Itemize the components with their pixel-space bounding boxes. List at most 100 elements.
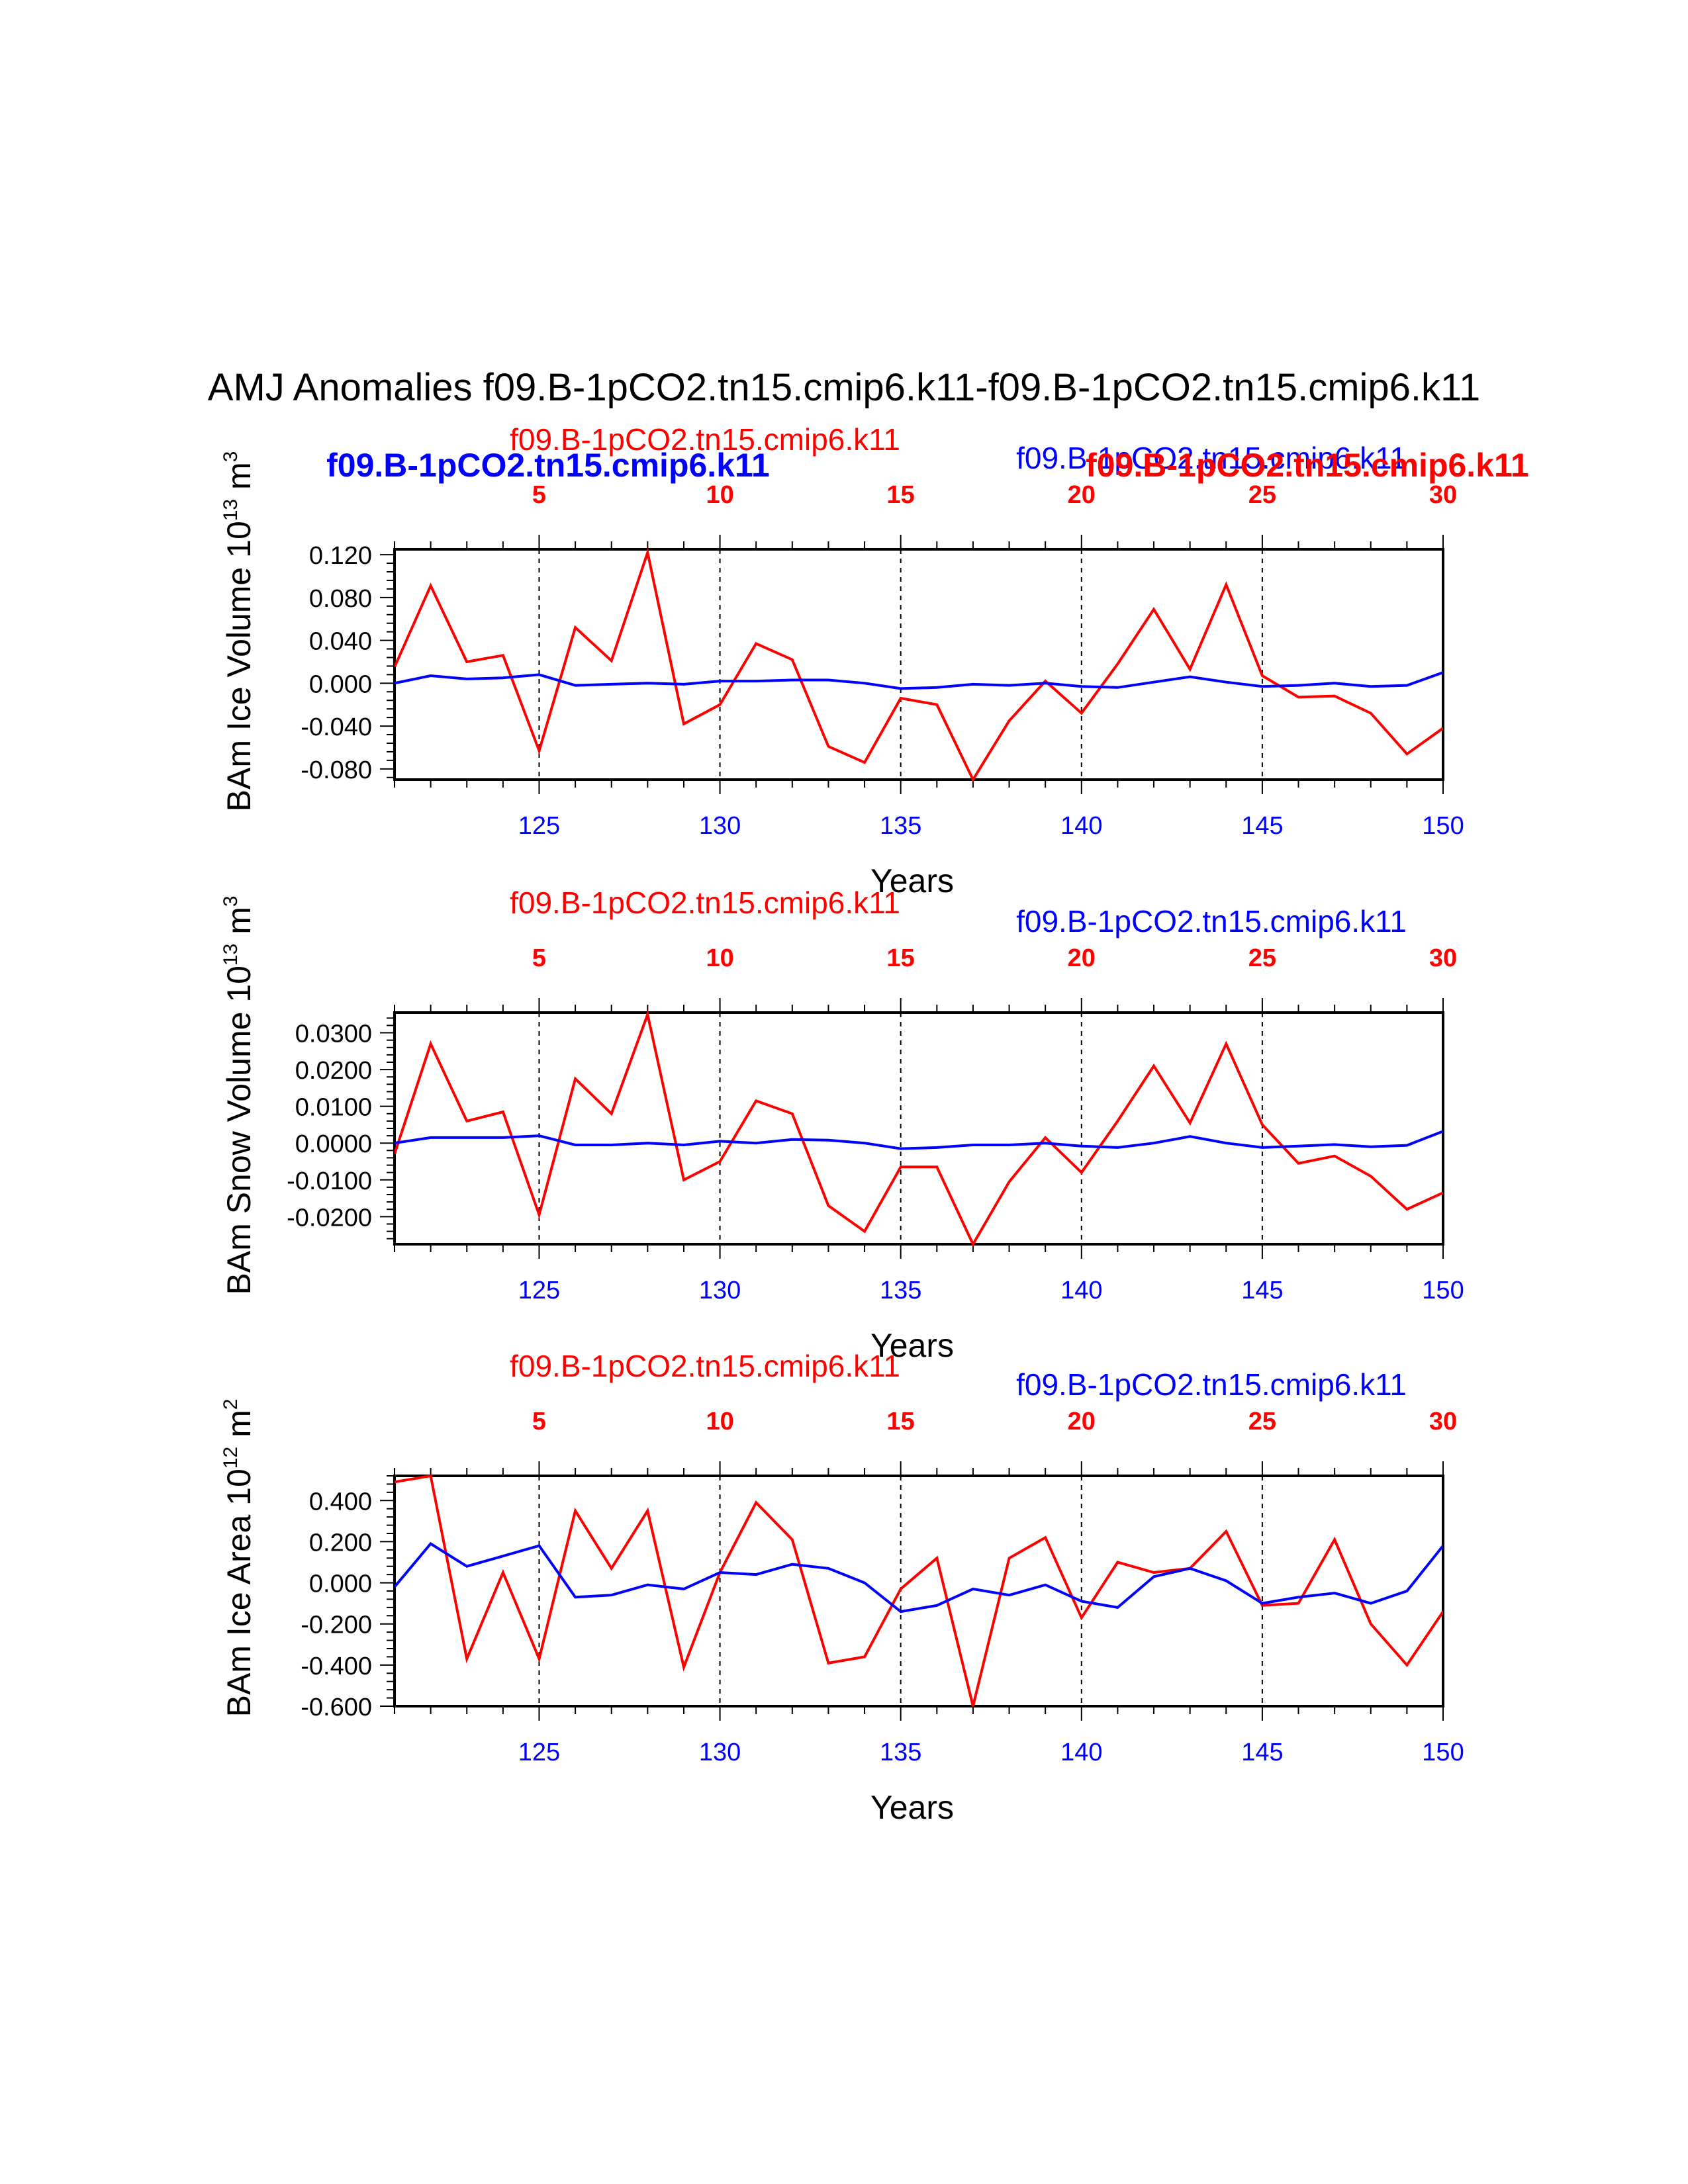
top-tick-label: 30 <box>1429 944 1457 972</box>
red-point <box>790 658 794 662</box>
red-point <box>1369 711 1373 715</box>
x-tick-label: 150 <box>1422 812 1464 840</box>
blue-point <box>1260 1146 1264 1150</box>
red-point <box>1008 719 1011 723</box>
y-tick-label: 0.000 <box>309 1570 372 1598</box>
x-tick-label: 130 <box>699 1739 741 1766</box>
red-point <box>393 665 397 669</box>
y-tick-label: -0.0100 <box>287 1167 372 1195</box>
x-tick-label: 140 <box>1060 812 1102 840</box>
red-point <box>971 778 975 782</box>
y-tick-label: -0.040 <box>301 713 372 741</box>
red-point <box>1333 1537 1336 1541</box>
red-point <box>935 1165 939 1169</box>
blue-point <box>393 681 397 685</box>
x-tick-label: 145 <box>1241 812 1283 840</box>
x-tick-label: 150 <box>1422 1277 1464 1304</box>
blue-point <box>1080 684 1084 688</box>
red-point <box>1333 694 1336 698</box>
blue-point <box>682 682 686 686</box>
top-tick-label: 5 <box>532 944 546 972</box>
blue-point <box>393 1141 397 1145</box>
red-point <box>863 760 867 764</box>
blue-point <box>935 1146 939 1150</box>
y-label-text: m <box>220 1410 258 1447</box>
blue-point <box>429 1136 433 1140</box>
plot-frame <box>393 548 1444 781</box>
red-point <box>826 745 830 749</box>
red-point <box>863 1230 867 1234</box>
red-point <box>1188 1121 1192 1125</box>
blue-point <box>1369 1602 1373 1606</box>
red-point <box>1224 582 1228 586</box>
top-tick-label: 20 <box>1068 944 1096 972</box>
y-label-superscript: 2 <box>220 1399 242 1410</box>
blue-point <box>790 678 794 682</box>
x-tick-label: 130 <box>699 1277 741 1304</box>
red-point <box>754 1099 758 1103</box>
red-point <box>826 1204 830 1208</box>
x-axis-label: Years <box>870 1327 954 1364</box>
red-point <box>971 1704 975 1708</box>
top-tick-label: 30 <box>1429 1408 1457 1435</box>
blue-point <box>1297 684 1301 688</box>
blue-point <box>465 677 469 681</box>
blue-point <box>610 1593 614 1597</box>
red-point <box>971 1242 975 1246</box>
blue-point <box>1260 1602 1264 1606</box>
blue-point <box>1043 1583 1047 1587</box>
series-line-red <box>395 1010 1443 1247</box>
y-tick-label: 0.120 <box>309 542 372 570</box>
blue-point <box>645 681 649 685</box>
x-tick-label: 135 <box>880 812 921 840</box>
y-tick-label: -0.080 <box>301 756 372 784</box>
y-label-superscript: 13 <box>220 499 242 521</box>
red-point <box>1224 1042 1228 1046</box>
x-tick-label: 125 <box>518 1739 560 1766</box>
red-point <box>501 653 505 657</box>
red-point <box>718 703 722 707</box>
blue-point <box>1333 681 1336 685</box>
blue-point <box>935 1604 939 1608</box>
blue-point <box>1441 1129 1445 1133</box>
series-label-red-bold: f09.B-1pCO2.tn15.cmip6.k11 <box>1086 447 1529 484</box>
red-point <box>682 1665 686 1669</box>
red-point <box>537 1657 541 1661</box>
red-point <box>537 749 541 752</box>
y-axis-label: BAm Snow Volume 1013 m3 <box>220 895 258 1295</box>
y-tick-label: -0.600 <box>301 1694 372 1721</box>
red-point <box>1224 1529 1228 1533</box>
blue-point <box>1369 684 1373 688</box>
blue-point <box>537 1134 541 1138</box>
red-point <box>610 1567 614 1570</box>
y-axis-label: BAm Ice Area 1012 m2 <box>220 1399 258 1717</box>
blue-point <box>1369 1145 1373 1149</box>
blue-point <box>501 676 505 680</box>
y-tick-label: 0.0100 <box>295 1094 372 1122</box>
red-point <box>610 1112 614 1116</box>
blue-point <box>754 1572 758 1576</box>
blue-point <box>971 1143 975 1147</box>
y-tick-label: 0.000 <box>309 670 372 698</box>
red-point <box>899 696 903 700</box>
blue-point <box>1115 686 1119 690</box>
red-point <box>1080 1615 1084 1619</box>
blue-point <box>1405 684 1409 688</box>
blue-point <box>393 1585 397 1589</box>
top-tick-label: 25 <box>1248 944 1276 972</box>
red-point <box>1441 1610 1445 1614</box>
blue-point <box>429 674 433 678</box>
panel-1: -0.080 -0.040 0.000 0.040 0.080 0.120 125 130 13… <box>220 422 1529 899</box>
red-point <box>1115 1561 1119 1565</box>
y-label-text: m <box>220 907 258 944</box>
series-label-blue-bold: f09.B-1pCO2.tn15.cmip6.k11 <box>326 447 770 484</box>
red-point <box>718 1160 722 1163</box>
red-point <box>1008 1556 1011 1560</box>
red-point <box>501 1570 505 1574</box>
blue-point <box>537 672 541 676</box>
y-tick-label: 0.0200 <box>295 1057 372 1085</box>
blue-point <box>935 686 939 690</box>
blue-point <box>1043 681 1047 685</box>
red-point <box>826 1661 830 1665</box>
series-line-blue <box>395 671 1443 690</box>
